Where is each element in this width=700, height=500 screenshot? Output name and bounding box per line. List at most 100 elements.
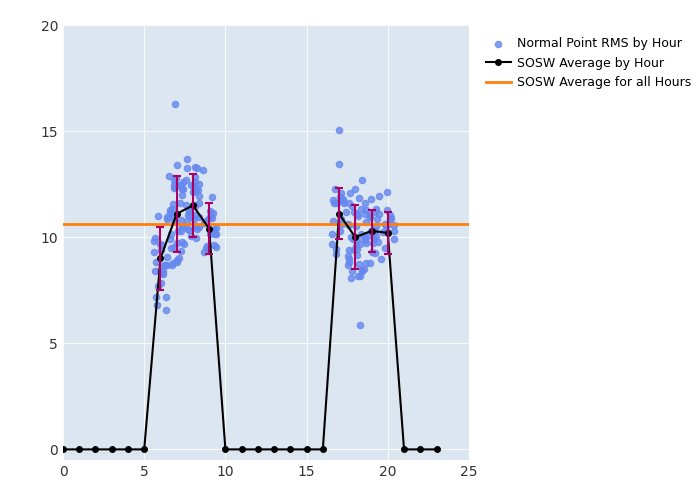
Normal Point RMS by Hour [155, 246, 167, 254]
SOSW Average by Hour [91, 446, 99, 452]
Normal Point RMS by Hour [171, 256, 182, 264]
SOSW Average by Hour [286, 446, 295, 452]
Normal Point RMS by Hour [346, 202, 358, 209]
Normal Point RMS by Hour [162, 260, 173, 268]
Normal Point RMS by Hour [382, 206, 393, 214]
Normal Point RMS by Hour [193, 186, 204, 194]
Normal Point RMS by Hour [376, 255, 387, 263]
Normal Point RMS by Hour [197, 166, 209, 174]
SOSW Average by Hour [221, 446, 230, 452]
Normal Point RMS by Hour [169, 212, 180, 220]
Normal Point RMS by Hour [334, 160, 345, 168]
Normal Point RMS by Hour [373, 210, 384, 218]
Normal Point RMS by Hour [189, 202, 200, 209]
Normal Point RMS by Hour [170, 183, 181, 191]
SOSW Average for all Hours [59, 222, 67, 228]
Normal Point RMS by Hour [177, 184, 188, 192]
Normal Point RMS by Hour [209, 241, 220, 249]
Normal Point RMS by Hour [205, 211, 216, 219]
Normal Point RMS by Hour [209, 230, 220, 237]
Normal Point RMS by Hour [172, 239, 183, 247]
SOSW Average by Hour [433, 446, 441, 452]
Normal Point RMS by Hour [360, 199, 371, 207]
Normal Point RMS by Hour [366, 227, 377, 235]
Normal Point RMS by Hour [190, 187, 201, 195]
Normal Point RMS by Hour [190, 211, 201, 219]
Normal Point RMS by Hour [180, 176, 191, 184]
Normal Point RMS by Hour [353, 272, 364, 280]
Normal Point RMS by Hour [169, 100, 181, 108]
Normal Point RMS by Hour [162, 215, 173, 223]
Normal Point RMS by Hour [354, 260, 365, 268]
Normal Point RMS by Hour [206, 193, 218, 201]
Normal Point RMS by Hour [343, 261, 354, 269]
Normal Point RMS by Hour [173, 227, 184, 235]
Normal Point RMS by Hour [190, 178, 201, 186]
Normal Point RMS by Hour [172, 162, 183, 170]
Normal Point RMS by Hour [155, 267, 166, 275]
Normal Point RMS by Hour [176, 246, 187, 254]
Normal Point RMS by Hour [190, 184, 202, 192]
Normal Point RMS by Hour [176, 228, 187, 235]
Normal Point RMS by Hour [199, 218, 210, 226]
Normal Point RMS by Hour [352, 236, 363, 244]
Normal Point RMS by Hour [364, 259, 375, 267]
Normal Point RMS by Hour [188, 184, 199, 192]
Normal Point RMS by Hour [190, 222, 202, 230]
Normal Point RMS by Hour [207, 210, 218, 218]
Normal Point RMS by Hour [368, 239, 379, 247]
Normal Point RMS by Hour [328, 196, 339, 204]
Normal Point RMS by Hour [204, 230, 216, 238]
Normal Point RMS by Hour [165, 206, 176, 214]
Normal Point RMS by Hour [152, 212, 163, 220]
Normal Point RMS by Hour [178, 223, 189, 231]
Normal Point RMS by Hour [373, 192, 384, 200]
Normal Point RMS by Hour [327, 240, 338, 248]
Normal Point RMS by Hour [379, 220, 390, 228]
Normal Point RMS by Hour [148, 248, 159, 256]
Normal Point RMS by Hour [360, 232, 371, 240]
Normal Point RMS by Hour [331, 250, 342, 258]
Normal Point RMS by Hour [201, 218, 212, 226]
Normal Point RMS by Hour [169, 184, 180, 192]
Normal Point RMS by Hour [360, 240, 372, 248]
Normal Point RMS by Hour [329, 186, 340, 194]
Normal Point RMS by Hour [165, 230, 176, 238]
Normal Point RMS by Hour [328, 198, 339, 206]
Normal Point RMS by Hour [168, 180, 179, 188]
Normal Point RMS by Hour [193, 180, 204, 188]
Normal Point RMS by Hour [148, 237, 160, 245]
Normal Point RMS by Hour [338, 195, 349, 203]
Normal Point RMS by Hour [344, 254, 355, 262]
Normal Point RMS by Hour [331, 198, 342, 206]
Normal Point RMS by Hour [158, 267, 169, 275]
Normal Point RMS by Hour [365, 213, 376, 221]
Normal Point RMS by Hour [384, 211, 395, 219]
SOSW Average by Hour [270, 446, 279, 452]
Normal Point RMS by Hour [211, 244, 222, 252]
Normal Point RMS by Hour [348, 246, 359, 254]
Normal Point RMS by Hour [171, 258, 182, 266]
Normal Point RMS by Hour [177, 186, 188, 194]
Normal Point RMS by Hour [183, 225, 194, 233]
Normal Point RMS by Hour [345, 274, 356, 282]
Normal Point RMS by Hour [162, 213, 173, 221]
Normal Point RMS by Hour [193, 223, 204, 231]
Normal Point RMS by Hour [164, 209, 176, 217]
SOSW Average by Hour [253, 446, 262, 452]
Normal Point RMS by Hour [369, 235, 380, 243]
Normal Point RMS by Hour [352, 212, 363, 220]
SOSW Average by Hour [384, 230, 392, 236]
SOSW Average by Hour [205, 226, 214, 232]
Normal Point RMS by Hour [351, 222, 362, 230]
Normal Point RMS by Hour [191, 164, 202, 172]
Normal Point RMS by Hour [156, 241, 167, 249]
Normal Point RMS by Hour [190, 173, 201, 181]
Normal Point RMS by Hour [352, 251, 363, 259]
Normal Point RMS by Hour [165, 244, 176, 252]
Normal Point RMS by Hour [384, 220, 395, 228]
SOSW Average by Hour [237, 446, 246, 452]
SOSW Average by Hour [75, 446, 83, 452]
Normal Point RMS by Hour [176, 238, 188, 246]
Normal Point RMS by Hour [338, 198, 349, 206]
